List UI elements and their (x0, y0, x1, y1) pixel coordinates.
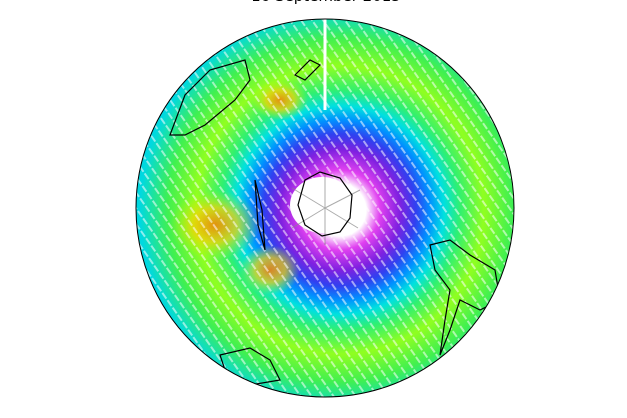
map-title: 16 September 2015 (251, 0, 401, 5)
ozone-field (136, 19, 514, 397)
map-border (135, 18, 515, 398)
